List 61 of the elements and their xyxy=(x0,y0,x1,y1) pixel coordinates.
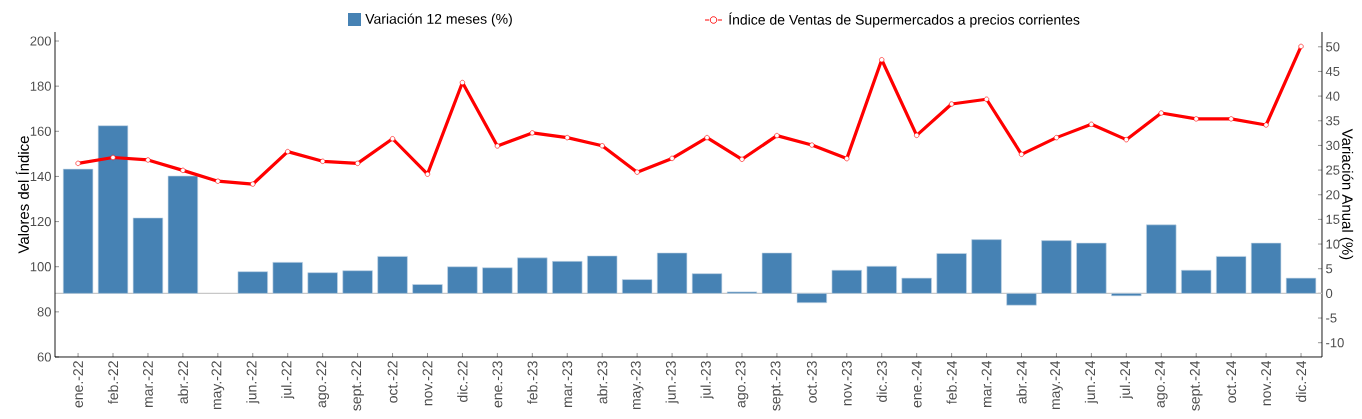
x-tick-label: dic.-23 xyxy=(876,361,887,402)
y-tick-label: 180 xyxy=(30,81,51,91)
y-tick-label: 80 xyxy=(37,307,51,317)
x-tick-label: mar.-24 xyxy=(981,360,992,408)
x-tick-label: abr.-24 xyxy=(1016,360,1027,404)
y2-tick-label: 50 xyxy=(1326,42,1340,52)
x-tick-label: jul.-22 xyxy=(281,361,295,399)
x-tick-label: ene.-24 xyxy=(911,360,922,408)
y-tick-label: 120 xyxy=(30,216,51,227)
x-tick-label: dic.-22 xyxy=(457,361,468,402)
y2-tick-label: 10 xyxy=(1326,239,1340,249)
x-tick-label: jun.-24 xyxy=(1084,360,1098,404)
x-tick-label: sept.-23 xyxy=(770,361,784,411)
y2-tick-label: 0 xyxy=(1326,288,1333,298)
y-axis-title: Valores del Índice xyxy=(15,136,29,254)
x-tick-label: oct.-24 xyxy=(1226,360,1237,403)
y2-tick-label: 45 xyxy=(1325,66,1340,76)
x-tick-label: abr.-22 xyxy=(177,361,189,404)
y-tick-label: 140 xyxy=(30,171,51,182)
y-tick-label: 160 xyxy=(30,126,51,136)
x-tick-label: sept.-24 xyxy=(1189,360,1203,411)
x-tick-label: mar.-22 xyxy=(142,361,153,408)
x-tick-label: sept.-22 xyxy=(351,361,364,411)
y2-tick-label: -10 xyxy=(1326,338,1344,348)
x-tick-label: ago.-24 xyxy=(1154,360,1168,408)
y2-tick-label: 5 xyxy=(1326,264,1333,274)
x-tick-label: nov.-22 xyxy=(422,361,433,406)
x-tick-label: oct.-23 xyxy=(806,361,817,403)
y-tick-label: 60 xyxy=(37,352,51,362)
x-tick-label: may.-23 xyxy=(630,361,644,410)
x-tick-label: nov.-23 xyxy=(841,361,852,406)
x-tick-label: jun.-22 xyxy=(246,361,260,404)
x-tick-label: oct.-22 xyxy=(387,361,398,403)
x-tick-label: jun.-23 xyxy=(665,361,679,404)
legend-label: Índice de Ventas de Supermercados a precios corrientes xyxy=(729,12,1080,28)
x-tick-label: nov.-24 xyxy=(1261,360,1272,406)
x-tick-label: dic.-24 xyxy=(1295,360,1307,402)
y2-tick-label: 40 xyxy=(1325,91,1340,101)
x-tick-label: feb.-24 xyxy=(946,360,957,404)
x-tick-label: abr.-23 xyxy=(597,361,608,404)
y2-tick-label: 30 xyxy=(1326,140,1340,151)
y-tick-label: 100 xyxy=(30,262,51,272)
x-tick-label: ene.-23 xyxy=(492,361,503,408)
x-tick-label: jul.-23 xyxy=(700,361,714,399)
x-tick-label: jul.-24 xyxy=(1119,360,1133,399)
y2-tick-label: -5 xyxy=(1326,313,1337,323)
y2-tick-label: 20 xyxy=(1326,190,1340,200)
x-tick-label: may.-24 xyxy=(1050,360,1063,410)
y2-tick-label: 35 xyxy=(1326,116,1340,126)
y2-tick-label: 15 xyxy=(1326,214,1340,224)
y2-tick-label: 25 xyxy=(1326,165,1340,175)
y-tick-label: 200 xyxy=(30,36,51,46)
legend-label: Variación 12 meses (%) xyxy=(365,13,512,27)
x-tick-label: feb.-22 xyxy=(107,361,119,404)
x-tick-label: ene.-22 xyxy=(73,361,84,408)
x-tick-label: may.-22 xyxy=(211,361,225,410)
x-tick-label: ago.-22 xyxy=(316,361,330,408)
x-tick-label: mar.-23 xyxy=(562,361,573,408)
x-tick-label: ago.-23 xyxy=(735,361,749,408)
y2-axis-title: Variación Anual (%) xyxy=(1339,128,1354,260)
x-tick-label: feb.-23 xyxy=(527,361,538,404)
